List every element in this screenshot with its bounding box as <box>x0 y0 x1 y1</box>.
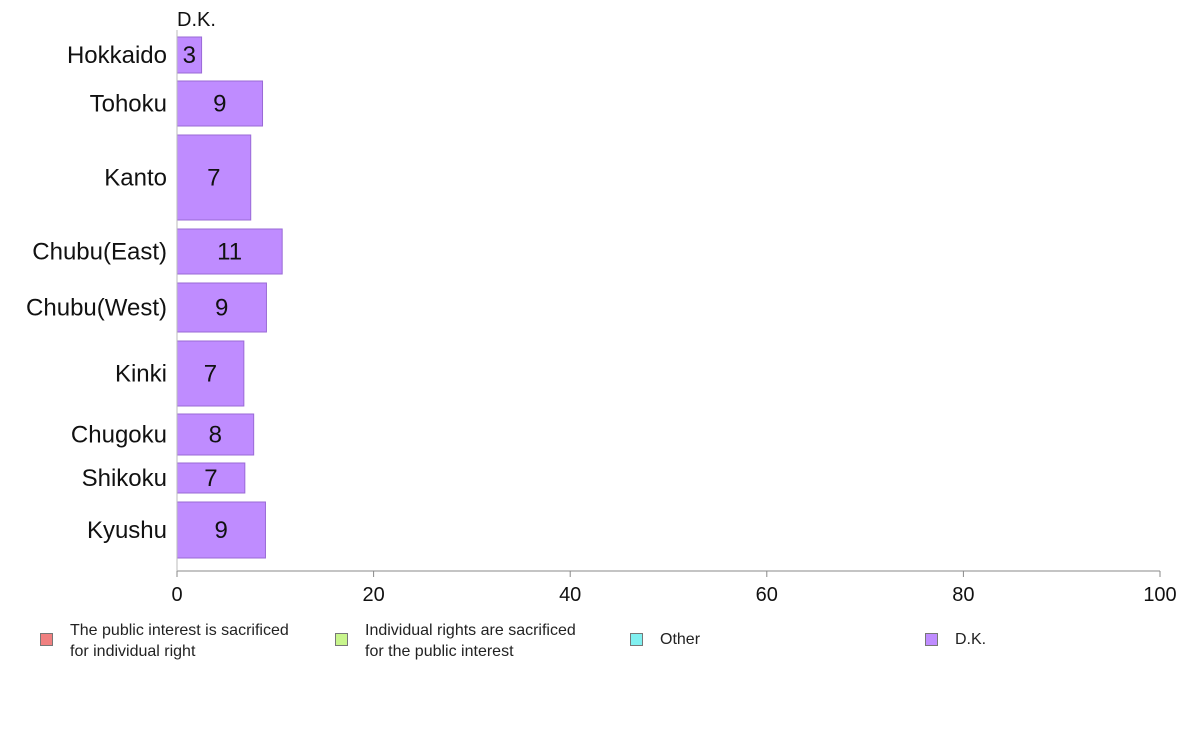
bar-kinki <box>176 340 245 407</box>
legend-label: D.K. <box>955 631 987 648</box>
category-label-tohoku: Tohoku <box>90 91 167 118</box>
category-label-chubu-east: Chubu(East) <box>32 239 167 266</box>
bar-hokkaido <box>176 36 203 74</box>
category-label-hokkaido: Hokkaido <box>67 42 167 69</box>
legend-swatch <box>40 633 53 646</box>
legend-item-other: Other <box>630 620 700 650</box>
category-label-kinki: Kinki <box>115 361 167 388</box>
series-header: D.K. <box>177 9 216 31</box>
bar-chugoku <box>176 413 255 456</box>
x-tick-label: 100 <box>1143 584 1176 606</box>
category-label-chugoku: Chugoku <box>71 422 167 449</box>
category-labels: Hokkaido Tohoku Kanto Chubu(East) Chubu(West… <box>26 42 167 544</box>
legend-swatch <box>925 633 938 646</box>
category-label-shikoku: Shikoku <box>82 465 167 492</box>
legend-item-public-interest-sacrificed: The public interest is sacrificed for in… <box>40 620 289 662</box>
x-tick-label: 20 <box>362 584 384 606</box>
data-label-chubu-east: 11 <box>217 239 242 266</box>
legend-item-individual-rights-sacrificed: Individual rights are sacrificed for the… <box>335 620 576 662</box>
legend-item-dk: D.K. <box>925 620 986 650</box>
data-label-hokkaido: 3 <box>183 42 196 69</box>
bar-tohoku <box>176 80 264 127</box>
legend-label: Other <box>660 631 701 648</box>
data-label-kyushu: 9 <box>215 517 228 544</box>
x-axis: 0 20 40 60 80 100 <box>171 30 1177 606</box>
legend-swatch <box>630 633 643 646</box>
category-label-kanto: Kanto <box>104 165 167 192</box>
category-label-chubu-west: Chubu(West) <box>26 295 167 322</box>
data-label-kinki: 7 <box>204 361 217 388</box>
bar-kyushu <box>176 501 266 559</box>
x-tick-label: 40 <box>559 584 581 606</box>
data-label-shikoku: 7 <box>204 465 217 492</box>
x-tick-label: 80 <box>952 584 974 606</box>
bar-shikoku <box>176 462 246 494</box>
data-label-tohoku: 9 <box>213 91 226 118</box>
legend-label: The public interest is sacrificed for in… <box>70 622 289 660</box>
data-label-chubu-west: 9 <box>215 295 228 322</box>
data-label-chugoku: 8 <box>209 422 222 449</box>
legend-swatch <box>335 633 348 646</box>
x-tick-label: 0 <box>171 584 182 606</box>
legend-label: Individual rights are sacrificed for the… <box>365 622 576 660</box>
data-label-kanto: 7 <box>207 165 220 192</box>
x-tick-label: 60 <box>756 584 778 606</box>
category-label-kyushu: Kyushu <box>87 517 167 544</box>
bar-kanto <box>176 134 252 221</box>
